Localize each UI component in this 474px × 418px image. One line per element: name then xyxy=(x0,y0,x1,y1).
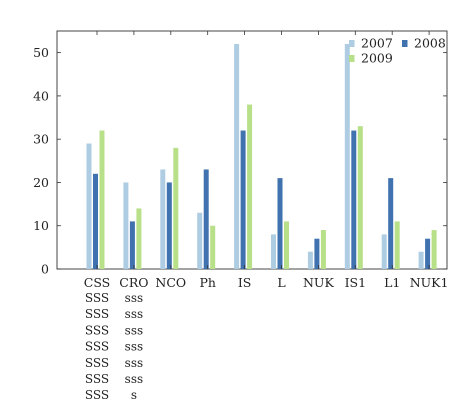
bar-2008-L xyxy=(277,178,283,269)
extra-label-line: sss xyxy=(125,340,143,354)
legend: 2007 2008 2009 xyxy=(349,36,446,66)
bar-2007-NCO xyxy=(160,169,166,269)
legend-label: 2009 xyxy=(361,51,393,66)
extra-label-line: sss xyxy=(125,356,143,370)
x-tick-label: CSS xyxy=(84,275,110,290)
y-tick-label: 10 xyxy=(33,218,49,233)
extra-label-line: sss xyxy=(125,307,143,321)
legend-swatch-2007 xyxy=(349,40,355,47)
bar-2007-IS xyxy=(234,43,240,270)
bar-2009-IS xyxy=(247,104,253,269)
x-axis: CSS CRO NCO Ph IS L NUK IS1 L1 NUK1 xyxy=(84,31,449,290)
bar-2008-IS1 xyxy=(351,130,357,269)
bar-2009-NUK xyxy=(320,230,326,269)
bar-2007-L1 xyxy=(381,234,387,269)
extra-label-line: sss xyxy=(125,372,143,386)
y-tick-label: 20 xyxy=(33,175,49,190)
legend-label: 2007 xyxy=(361,36,393,51)
x-tick-label: CRO xyxy=(119,275,148,290)
bar-2009-L1 xyxy=(394,221,400,269)
bar-2007-IS1 xyxy=(344,43,350,270)
extra-label-line: SSS xyxy=(85,323,109,337)
extra-label-line: SSS xyxy=(85,356,109,370)
bar-2008-CRO xyxy=(129,221,135,269)
extra-label-line: SSS xyxy=(85,307,109,321)
bar-2008-IS xyxy=(240,130,246,269)
x-tick-label: NUK xyxy=(303,275,334,290)
legend-swatch-2008 xyxy=(402,40,408,47)
y-tick-label: 30 xyxy=(33,132,49,147)
bar-2009-NUK1 xyxy=(431,230,437,269)
extra-label-line: sss xyxy=(125,323,143,337)
bar-2009-Ph xyxy=(210,225,216,269)
bar-2007-NUK1 xyxy=(418,251,424,269)
x-tick-label: IS xyxy=(238,275,252,290)
bar-2007-NUK xyxy=(307,251,313,269)
y-tick-label: 50 xyxy=(33,45,49,60)
bar-2007-CRO xyxy=(123,182,129,269)
y-tick-label: 40 xyxy=(33,88,49,103)
bar-2007-CSS xyxy=(86,143,92,269)
bar-2007-Ph xyxy=(197,212,203,269)
bar-2009-CRO xyxy=(136,208,142,269)
bar-2008-Ph xyxy=(203,169,209,269)
x-tick-label: L xyxy=(277,275,285,290)
x-tick-label: Ph xyxy=(199,275,215,290)
bar-2007-L xyxy=(271,234,276,269)
bar-2009-L xyxy=(284,221,289,269)
y-axis: 0 10 20 30 40 50 xyxy=(33,45,447,277)
extra-label-line: SSS xyxy=(85,291,109,305)
y-tick-label: 0 xyxy=(41,262,49,277)
bar-2009-IS1 xyxy=(357,126,363,269)
bar-2009-CSS xyxy=(99,130,105,269)
bar-2008-NCO xyxy=(166,182,172,269)
extra-label-line: SSS xyxy=(85,372,109,386)
x-tick-label: NCO xyxy=(155,275,186,290)
bar-2008-NUK1 xyxy=(425,238,431,269)
extra-label-line: SSS xyxy=(85,388,109,402)
legend-swatch-2009 xyxy=(349,55,355,62)
extra-label-line: sss xyxy=(125,291,143,305)
bar-2008-NUK xyxy=(314,238,320,269)
x-tick-label: NUK1 xyxy=(410,275,449,290)
extra-label-line: SSS xyxy=(85,340,109,354)
x-tick-label: IS1 xyxy=(345,275,366,290)
bars-group xyxy=(86,43,437,270)
extra-label-line: s xyxy=(131,388,137,402)
legend-label: 2008 xyxy=(414,36,446,51)
bar-2009-NCO xyxy=(173,147,179,269)
bar-2008-CSS xyxy=(93,173,98,269)
bar-2008-L1 xyxy=(388,178,394,269)
x-tick-label: L1 xyxy=(384,275,400,290)
